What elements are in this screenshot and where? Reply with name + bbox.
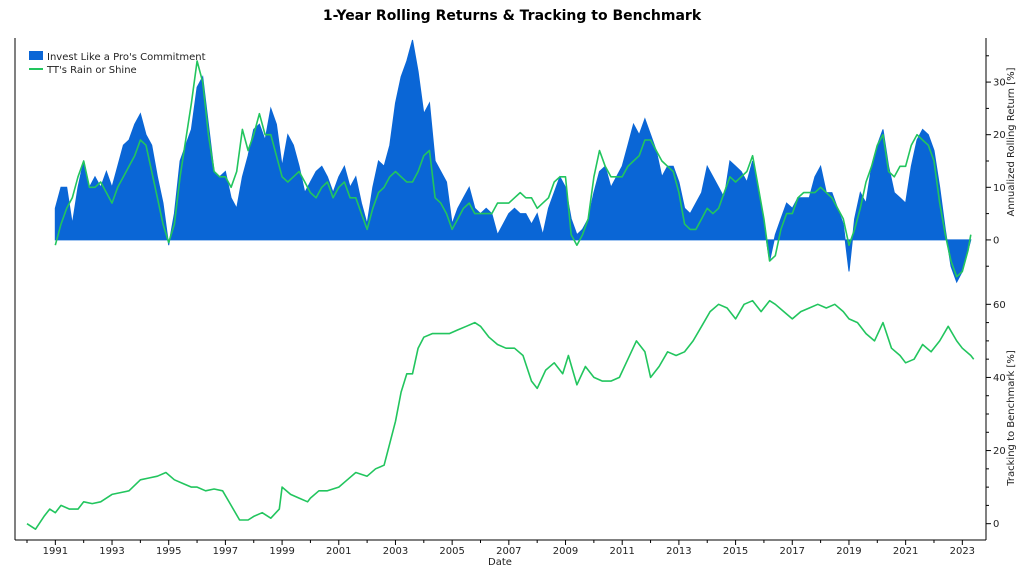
y-bottom-tick-label-40: 40 bbox=[993, 373, 1006, 384]
tracking-line-layer bbox=[26, 299, 975, 531]
x-tick-label-2007: 2007 bbox=[496, 546, 521, 557]
returns-line-layer bbox=[54, 60, 972, 278]
x-axis-title: Date bbox=[488, 557, 512, 568]
y-axis-bottom: 0 20 40 60 bbox=[986, 300, 1006, 530]
y-top-tick-label-0: 0 bbox=[993, 235, 999, 246]
x-tick-label-2011: 2011 bbox=[609, 546, 634, 557]
returns-area-layer bbox=[54, 39, 972, 284]
legend-swatch-area bbox=[29, 51, 43, 60]
x-tick-label-2017: 2017 bbox=[780, 546, 805, 557]
series-line-tt-rain-or-shine bbox=[54, 60, 972, 278]
x-tick-label-2005: 2005 bbox=[439, 546, 464, 557]
legend-label-area: Invest Like a Pro's Commitment bbox=[47, 52, 206, 63]
legend-label-line: TT's Rain or Shine bbox=[46, 65, 137, 76]
y-axis-top: 0 10 20 30 bbox=[986, 55, 1006, 267]
y-top-tick-label-10: 10 bbox=[993, 183, 1006, 194]
x-tick-label-1995: 1995 bbox=[156, 546, 181, 557]
x-tick-label-1999: 1999 bbox=[269, 546, 294, 557]
x-tick-label-2019: 2019 bbox=[836, 546, 861, 557]
legend: Invest Like a Pro's Commitment TT's Rain… bbox=[29, 51, 206, 76]
x-tick-label-1993: 1993 bbox=[99, 546, 124, 557]
y-axis-title-top: Annualized Rolling Return [%] bbox=[1006, 67, 1017, 216]
x-tick-label-2015: 2015 bbox=[723, 546, 748, 557]
y-bottom-tick-label-60: 60 bbox=[993, 300, 1006, 311]
x-tick-label-2021: 2021 bbox=[893, 546, 918, 557]
x-tick-label-2003: 2003 bbox=[383, 546, 408, 557]
series-line-tracking bbox=[26, 299, 975, 531]
x-tick-label-2023: 2023 bbox=[950, 546, 975, 557]
x-axis: 1991 1993 1995 1997 1999 2001 2003 2005 2007 2009… bbox=[26, 540, 975, 557]
x-tick-label-2013: 2013 bbox=[666, 546, 691, 557]
x-tick-label-1997: 1997 bbox=[213, 546, 238, 557]
y-top-tick-label-30: 30 bbox=[993, 78, 1006, 89]
chart-title: 1-Year Rolling Returns & Tracking to Ben… bbox=[322, 8, 702, 24]
x-tick-label-1991: 1991 bbox=[43, 546, 68, 557]
x-tick-label-2001: 2001 bbox=[326, 546, 351, 557]
y-axis-title-bottom: Tracking to Benchmark [%] bbox=[1006, 350, 1017, 487]
y-bottom-tick-label-0: 0 bbox=[993, 519, 999, 530]
x-tick-label-2009: 2009 bbox=[553, 546, 578, 557]
y-top-tick-label-20: 20 bbox=[993, 130, 1006, 141]
y-bottom-tick-label-20: 20 bbox=[993, 446, 1006, 457]
series-area-invest-like-a-pro bbox=[54, 39, 972, 284]
